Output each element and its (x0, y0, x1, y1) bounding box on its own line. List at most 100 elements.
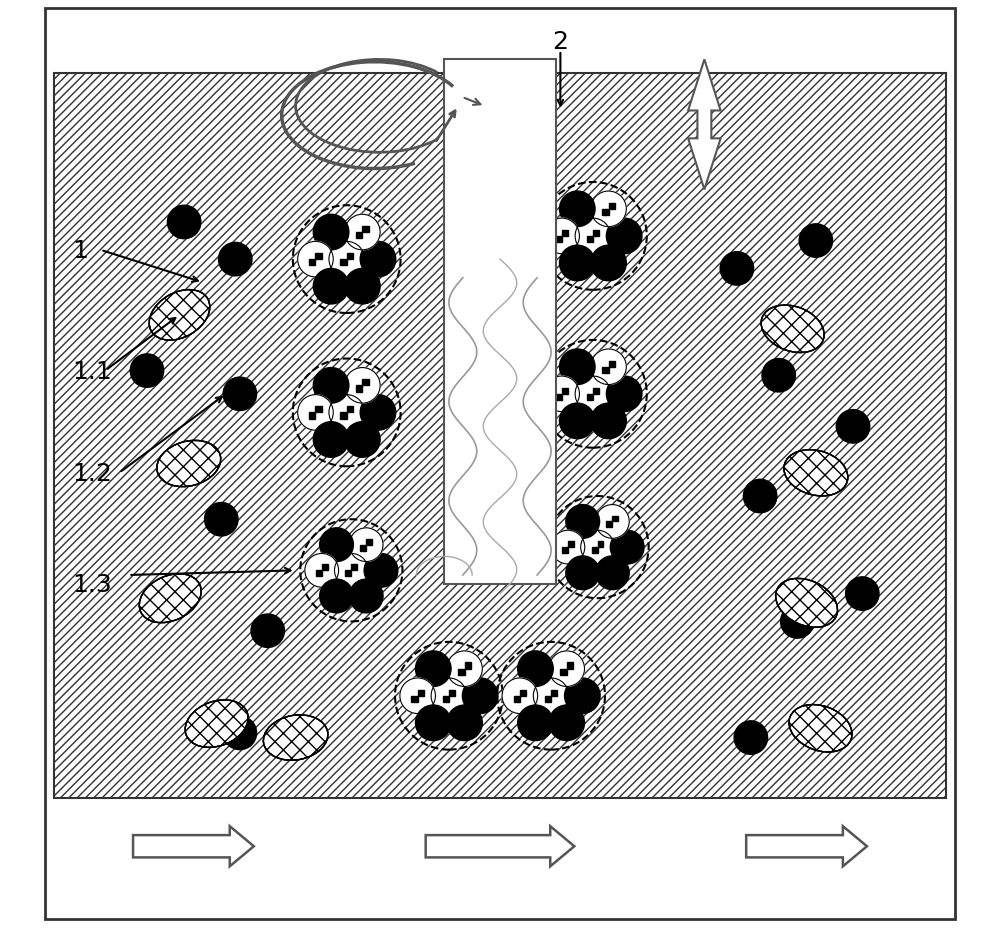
Text: 1.1: 1.1 (73, 359, 112, 383)
Circle shape (349, 528, 383, 562)
Bar (602, 367, 609, 374)
Polygon shape (688, 60, 721, 190)
Circle shape (305, 554, 339, 587)
Circle shape (565, 678, 600, 714)
Circle shape (329, 395, 364, 431)
Circle shape (447, 651, 482, 687)
Bar (316, 571, 322, 576)
Circle shape (364, 554, 398, 587)
Circle shape (167, 206, 201, 239)
Ellipse shape (149, 290, 210, 341)
Circle shape (313, 269, 349, 304)
Circle shape (219, 243, 252, 277)
Circle shape (591, 192, 626, 227)
Ellipse shape (157, 441, 221, 487)
Ellipse shape (776, 579, 838, 627)
Circle shape (462, 678, 498, 714)
Circle shape (846, 577, 879, 611)
Circle shape (518, 705, 553, 741)
Ellipse shape (761, 305, 824, 354)
Circle shape (251, 614, 284, 648)
Bar (362, 226, 369, 233)
Circle shape (559, 192, 595, 227)
Ellipse shape (784, 450, 848, 496)
Circle shape (549, 651, 585, 687)
Bar (602, 210, 609, 216)
Bar (444, 60, 556, 585)
Circle shape (360, 395, 396, 431)
Circle shape (345, 422, 380, 458)
Circle shape (575, 377, 611, 412)
Text: 1.3: 1.3 (73, 573, 112, 597)
Polygon shape (133, 826, 254, 867)
Bar (609, 203, 615, 210)
Bar (362, 380, 369, 386)
Circle shape (130, 354, 164, 388)
Circle shape (329, 242, 364, 277)
Bar (356, 233, 362, 239)
Bar (443, 696, 449, 702)
Circle shape (581, 531, 614, 564)
Circle shape (566, 556, 600, 590)
Circle shape (762, 359, 795, 393)
Bar (592, 548, 598, 553)
Circle shape (596, 505, 629, 539)
Circle shape (502, 678, 538, 714)
Bar (347, 253, 353, 260)
Text: 2: 2 (552, 30, 568, 54)
Bar (360, 545, 366, 551)
Circle shape (320, 579, 353, 613)
Bar (593, 230, 599, 237)
Circle shape (596, 556, 629, 590)
Bar (562, 388, 568, 394)
Circle shape (345, 269, 380, 304)
Bar (54, 74, 946, 798)
Circle shape (298, 395, 333, 431)
Circle shape (743, 480, 777, 513)
Circle shape (559, 404, 595, 439)
Bar (366, 539, 372, 545)
Bar (465, 663, 471, 669)
Bar (568, 542, 574, 548)
Circle shape (205, 503, 238, 536)
Bar (545, 696, 551, 702)
Bar (449, 690, 455, 696)
Bar (555, 394, 562, 401)
Circle shape (610, 531, 644, 564)
Circle shape (334, 554, 368, 587)
Circle shape (349, 579, 383, 613)
Bar (609, 361, 615, 367)
Bar (351, 565, 357, 571)
Circle shape (575, 219, 611, 254)
Circle shape (606, 377, 642, 412)
Circle shape (591, 246, 626, 281)
Bar (315, 406, 322, 413)
Bar (347, 406, 353, 413)
Circle shape (533, 678, 569, 714)
Bar (562, 230, 568, 237)
Bar (458, 669, 465, 676)
Circle shape (781, 605, 814, 638)
Ellipse shape (789, 704, 852, 753)
Circle shape (400, 678, 435, 714)
Bar (555, 237, 562, 243)
Bar (340, 260, 347, 266)
Circle shape (591, 404, 626, 439)
Ellipse shape (185, 700, 248, 748)
Circle shape (415, 651, 451, 687)
Circle shape (345, 215, 380, 251)
Circle shape (566, 505, 600, 539)
Ellipse shape (263, 715, 328, 760)
Circle shape (591, 350, 626, 385)
Circle shape (799, 225, 833, 258)
Circle shape (415, 705, 451, 741)
Circle shape (549, 705, 585, 741)
Text: 1.2: 1.2 (73, 461, 113, 485)
Circle shape (518, 651, 553, 687)
Circle shape (223, 378, 257, 411)
Bar (309, 413, 315, 419)
Circle shape (836, 410, 870, 444)
Circle shape (559, 350, 595, 385)
Bar (587, 394, 593, 401)
Bar (612, 516, 618, 522)
